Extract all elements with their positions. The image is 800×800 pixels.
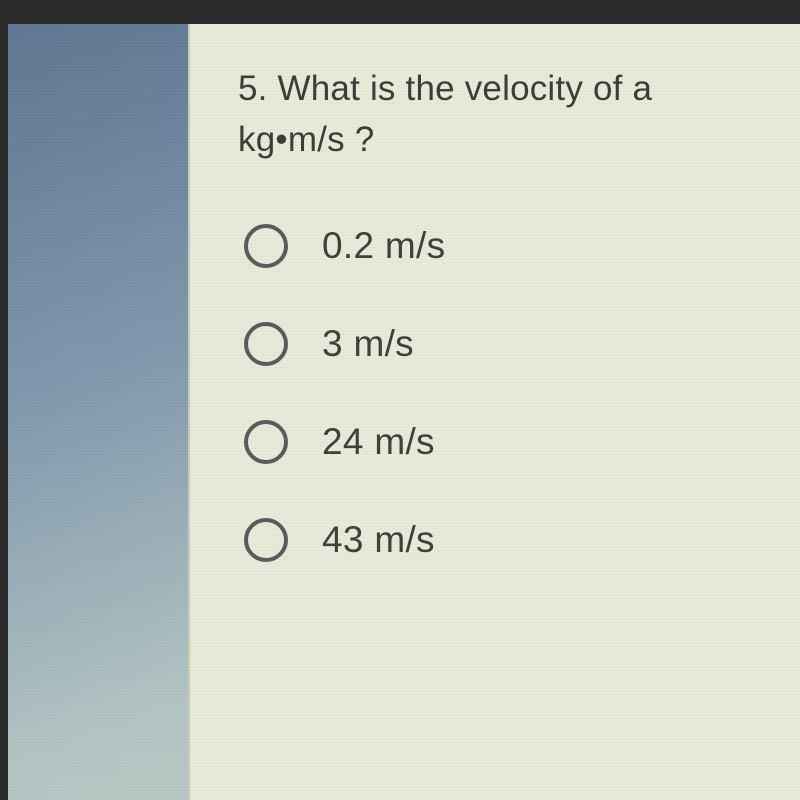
bezel-top bbox=[0, 0, 800, 24]
option-b[interactable]: 3 m/s bbox=[244, 322, 766, 366]
radio-icon[interactable] bbox=[244, 420, 288, 464]
question-number: 5. bbox=[238, 69, 268, 108]
option-c[interactable]: 24 m/s bbox=[244, 420, 766, 464]
option-label: 24 m/s bbox=[322, 421, 435, 463]
option-label: 0.2 m/s bbox=[322, 225, 445, 267]
radio-icon[interactable] bbox=[244, 518, 288, 562]
options-group: 0.2 m/s 3 m/s 24 m/s 43 m/s bbox=[238, 224, 766, 562]
option-label: 3 m/s bbox=[322, 323, 414, 365]
screen-area: 5. What is the velocity of a kg•m/s ? 0.… bbox=[8, 24, 800, 800]
option-d[interactable]: 43 m/s bbox=[244, 518, 766, 562]
radio-icon[interactable] bbox=[244, 224, 288, 268]
option-a[interactable]: 0.2 m/s bbox=[244, 224, 766, 268]
question-text: 5. What is the velocity of a kg•m/s ? bbox=[238, 64, 766, 166]
question-line2: kg•m/s ? bbox=[238, 120, 374, 159]
question-line1: What is the velocity of a bbox=[278, 69, 653, 108]
question-panel: 5. What is the velocity of a kg•m/s ? 0.… bbox=[188, 24, 800, 800]
option-label: 43 m/s bbox=[322, 519, 435, 561]
radio-icon[interactable] bbox=[244, 322, 288, 366]
bezel-side bbox=[0, 0, 8, 800]
